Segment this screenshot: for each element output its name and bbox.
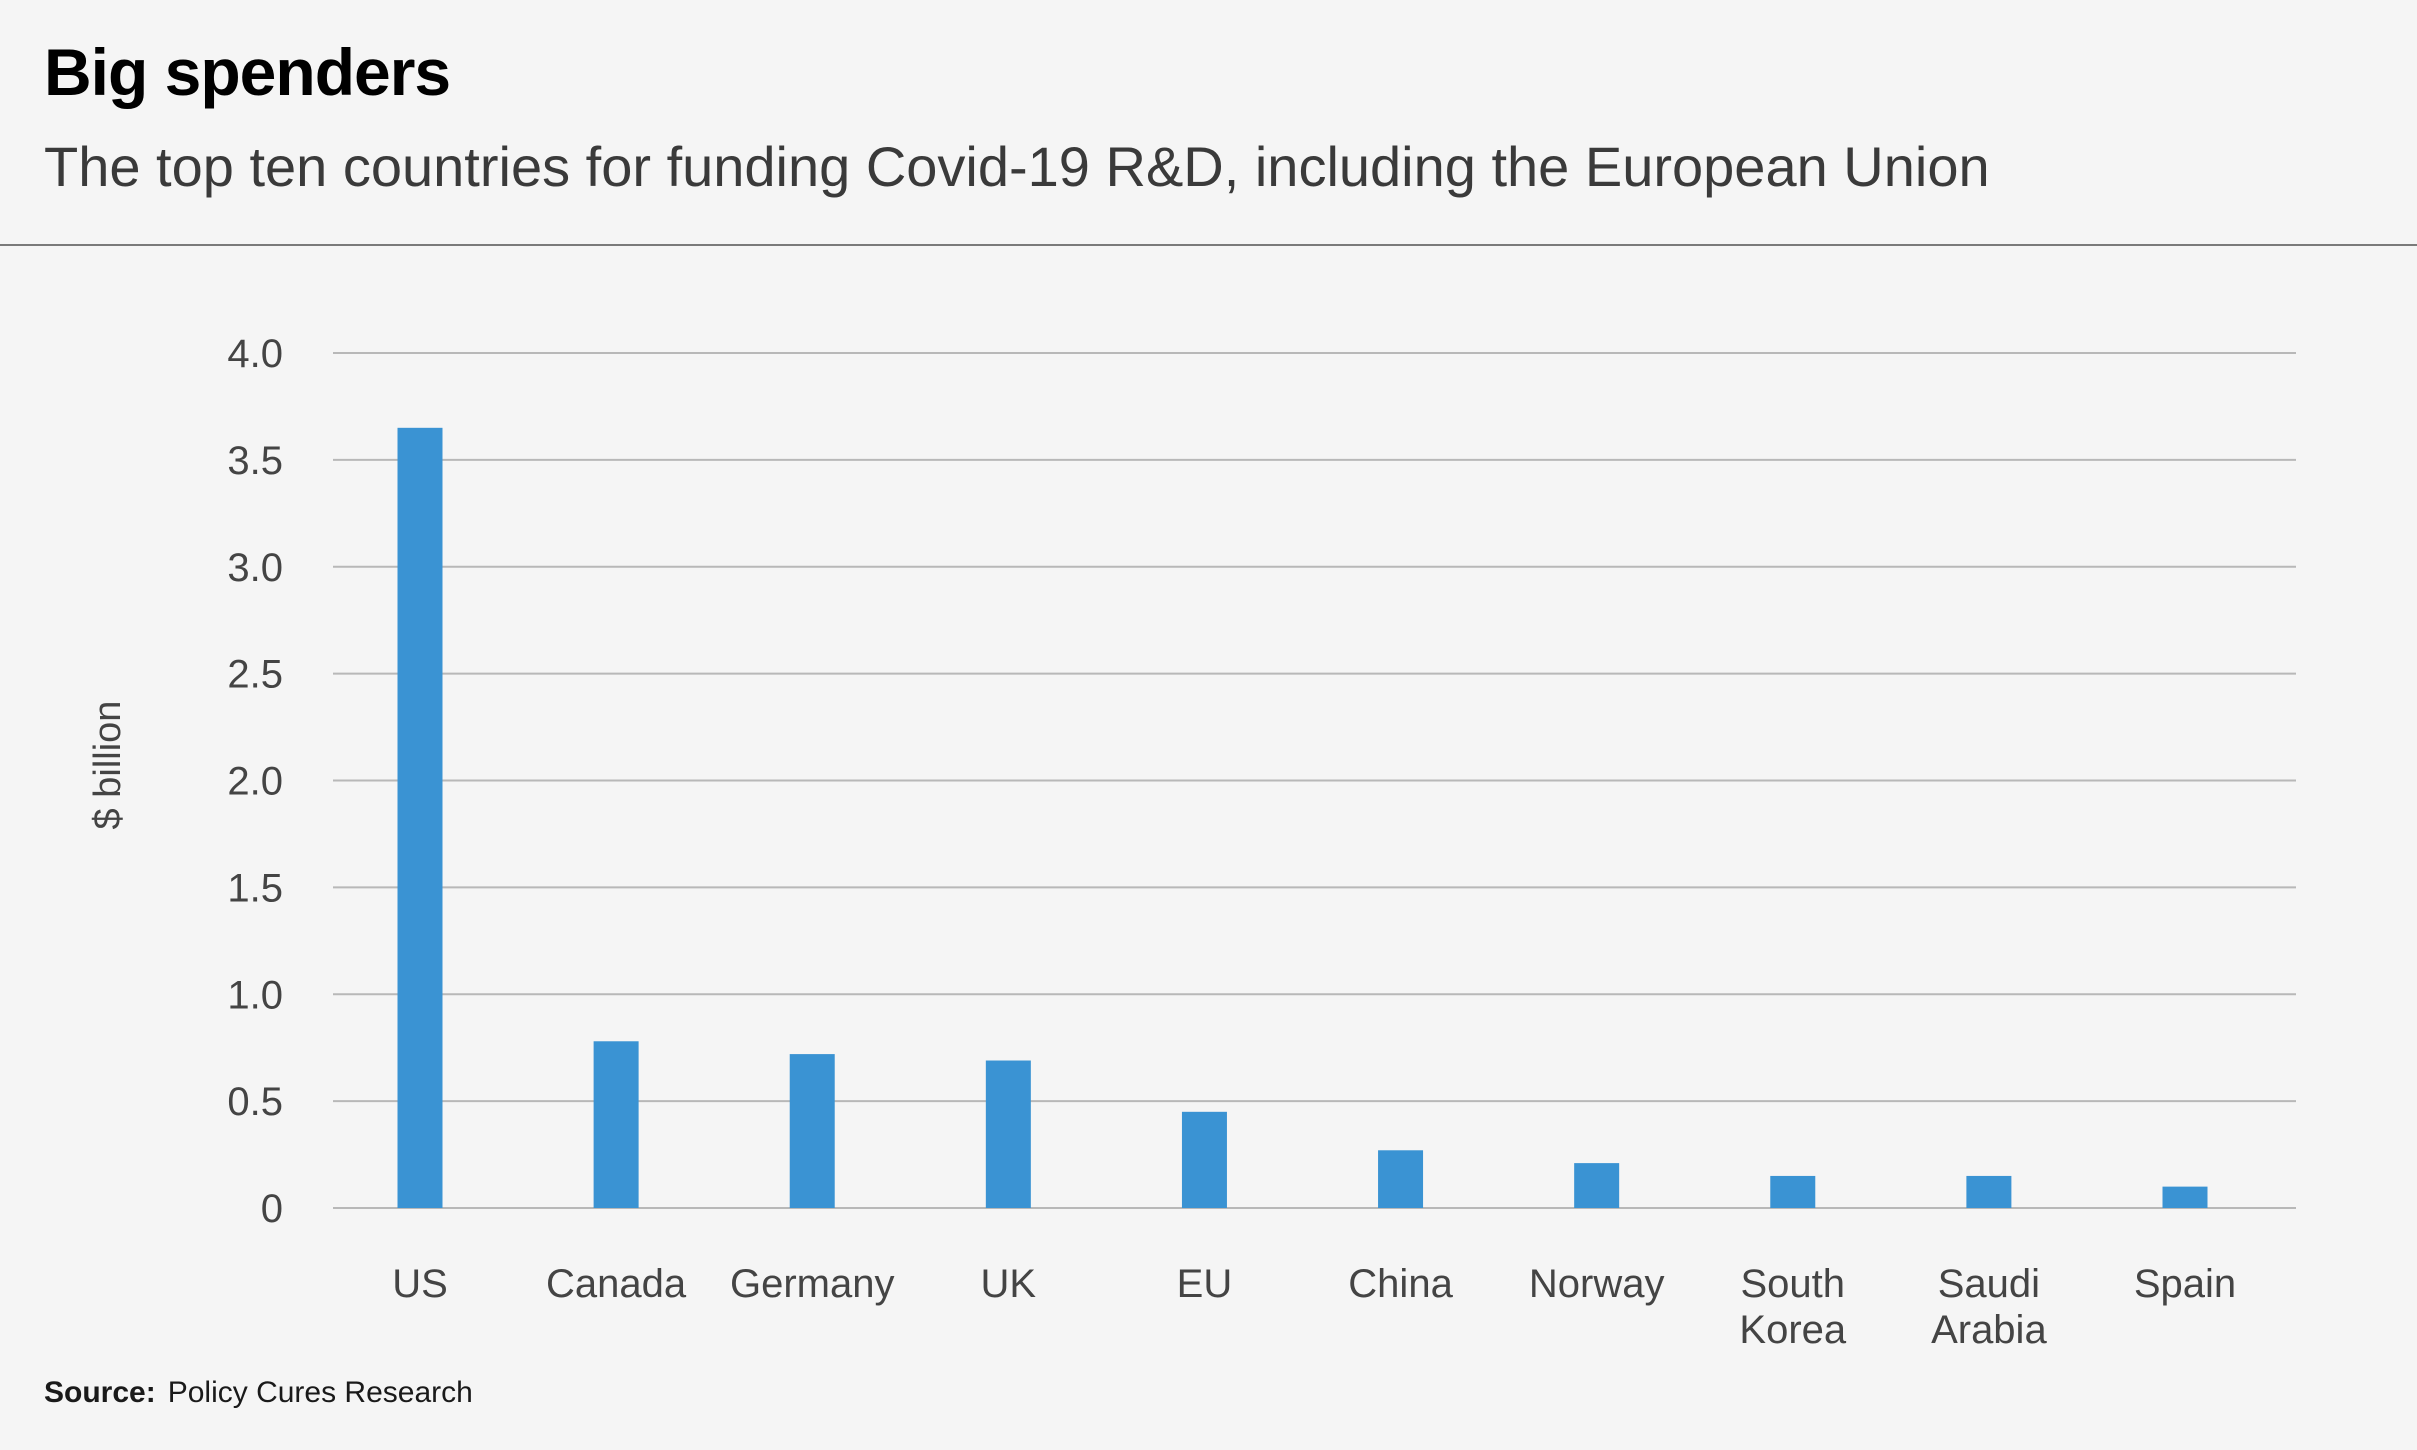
bar <box>1378 1150 1424 1208</box>
y-tick-label: 4.0 <box>227 332 283 376</box>
y-tick-label: 0.5 <box>227 1080 283 1124</box>
x-tick-label: Norway <box>1529 1262 1665 1306</box>
y-tick-label: 3.0 <box>227 546 283 590</box>
y-tick-label: 2.0 <box>227 760 283 804</box>
x-tick-label-line: South <box>1741 1262 1846 1306</box>
x-tick-label: EU <box>1177 1262 1233 1306</box>
x-tick-label-line: EU <box>1177 1262 1233 1306</box>
x-tick-label: US <box>392 1262 448 1306</box>
gridlines <box>333 352 2296 1209</box>
y-tick-label: 1.0 <box>227 973 283 1017</box>
bar <box>1966 1175 2012 1208</box>
source-note: Source: Policy Cures Research <box>44 1376 473 1410</box>
x-tick-label: UK <box>981 1262 1037 1306</box>
x-tick-label: Canada <box>546 1262 687 1306</box>
source-label: Source: <box>44 1376 156 1409</box>
x-tick-label-line: Arabia <box>1931 1308 2047 1352</box>
x-tick-label-line: Spain <box>2134 1262 2236 1306</box>
bar <box>789 1054 835 1208</box>
x-tick-label: Saudi Arabia <box>1931 1262 2047 1352</box>
chart-title: Big spenders <box>44 35 451 109</box>
x-tick-label: China <box>1348 1262 1453 1306</box>
bar <box>985 1060 1031 1208</box>
x-tick-label-line: Canada <box>546 1262 687 1306</box>
y-axis-ticks: 0 0.5 1.0 1.5 2.0 2.5 3.0 3.5 4.0 <box>227 332 283 1231</box>
bar <box>397 427 443 1208</box>
bar <box>1181 1111 1227 1208</box>
x-tick-label: Spain <box>2134 1262 2236 1306</box>
y-tick-label: 3.5 <box>227 439 283 483</box>
bar <box>593 1041 639 1208</box>
x-tick-label-line: Saudi <box>1938 1262 2040 1306</box>
y-tick-label: 2.5 <box>227 653 283 697</box>
bar <box>2162 1186 2208 1208</box>
x-tick-label-line: UK <box>981 1262 1037 1306</box>
bar <box>1574 1163 1620 1208</box>
y-axis-label: $ billion <box>87 701 129 830</box>
x-tick-label: Germany <box>730 1262 895 1306</box>
x-tick-label-line: China <box>1348 1262 1453 1306</box>
x-tick-label-line: Korea <box>1739 1308 1846 1352</box>
x-tick-label: South Korea <box>1739 1262 1846 1352</box>
x-tick-label-line: Norway <box>1529 1262 1665 1306</box>
bar <box>1770 1175 1816 1208</box>
x-tick-label-line: Germany <box>730 1262 895 1306</box>
source-text: Policy Cures Research <box>167 1376 473 1409</box>
chart-subtitle: The top ten countries for funding Covid-… <box>44 135 1990 198</box>
x-tick-label-line: US <box>392 1262 448 1306</box>
y-tick-label: 0 <box>261 1187 283 1231</box>
bars <box>397 427 2208 1208</box>
x-axis-ticks: US Canada Germany UK EU China Norway South Korea… <box>392 1262 2236 1352</box>
y-tick-label: 1.5 <box>227 866 283 910</box>
header-divider <box>0 244 2417 246</box>
